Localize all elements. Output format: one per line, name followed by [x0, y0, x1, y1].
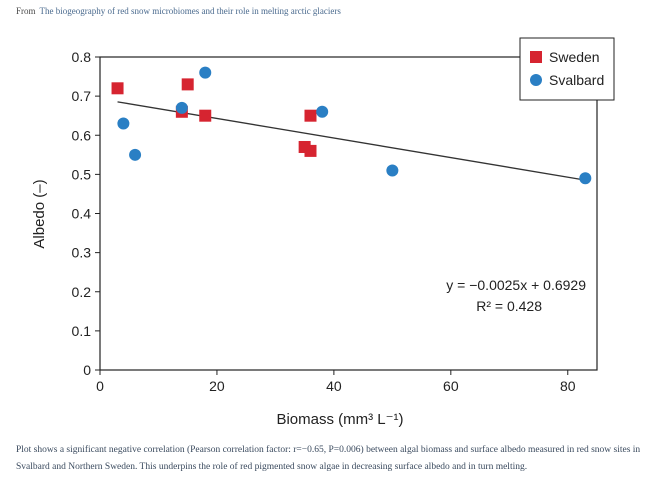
legend-box	[519, 37, 615, 101]
svalbard-point	[129, 148, 142, 161]
svalbard-point	[199, 66, 212, 79]
y-tick-label: 0.3	[72, 245, 92, 261]
svalbard-point	[386, 164, 399, 177]
x-tick-label: 60	[443, 378, 459, 394]
sweden-point	[304, 109, 317, 122]
legend-label: Sweden	[549, 49, 600, 65]
sweden-point	[199, 109, 212, 122]
sweden-point	[304, 144, 317, 157]
svalbard-point	[316, 105, 329, 118]
y-tick-label: 0.7	[72, 88, 92, 104]
chart-axes: 0 20 40 60 80 0 0.1 0.2 0.3 0.4 0.5 0.6 0.7 0.8	[72, 49, 598, 394]
r-squared-label: R² = 0.428	[476, 298, 542, 314]
x-tick-label: 0	[96, 378, 104, 394]
y-tick-label: 0	[83, 362, 91, 378]
y-tick-label: 0.2	[72, 284, 92, 300]
source-title-link[interactable]: The biogeography of red snow microbiomes…	[39, 6, 341, 16]
source-line: From The biogeography of red snow microbi…	[16, 6, 656, 16]
data-points	[111, 66, 592, 185]
y-tick-label: 0.8	[72, 49, 92, 65]
y-tick-label: 0.6	[72, 127, 92, 143]
legend-label: Svalbard	[549, 72, 604, 88]
legend-svalbard-swatch	[530, 74, 542, 86]
y-tick-label: 0.4	[72, 206, 92, 222]
svalbard-point	[117, 117, 130, 130]
x-tick-label: 20	[209, 378, 225, 394]
legend-sweden-swatch	[530, 51, 542, 63]
y-axis-label: Albedo (–)	[31, 179, 48, 248]
trendline	[117, 101, 586, 181]
figure-caption: Plot shows a significant negative correl…	[16, 445, 641, 472]
x-tick-label: 40	[326, 378, 342, 394]
plot-frame	[99, 56, 598, 371]
y-tick-label: 0.1	[72, 323, 92, 339]
sweden-point	[181, 78, 194, 91]
scatter-chart: 0 20 40 60 80 0 0.1 0.2 0.3 0.4 0.5 0.6 0.7 0.8 Swede…	[31, 37, 615, 428]
trendline-group	[117, 101, 586, 181]
svalbard-point	[579, 172, 592, 185]
svalbard-point	[175, 101, 188, 114]
regression-equation: y = −0.0025x + 0.6929	[446, 277, 586, 293]
x-tick-label: 80	[560, 378, 576, 394]
y-tick-label: 0.5	[72, 166, 92, 182]
chart-legend: Sweden Svalbard	[519, 37, 615, 101]
source-prefix: From	[16, 6, 36, 16]
x-axis-label: Biomass (mm³ L⁻¹)	[276, 411, 403, 428]
sweden-point	[111, 82, 124, 95]
